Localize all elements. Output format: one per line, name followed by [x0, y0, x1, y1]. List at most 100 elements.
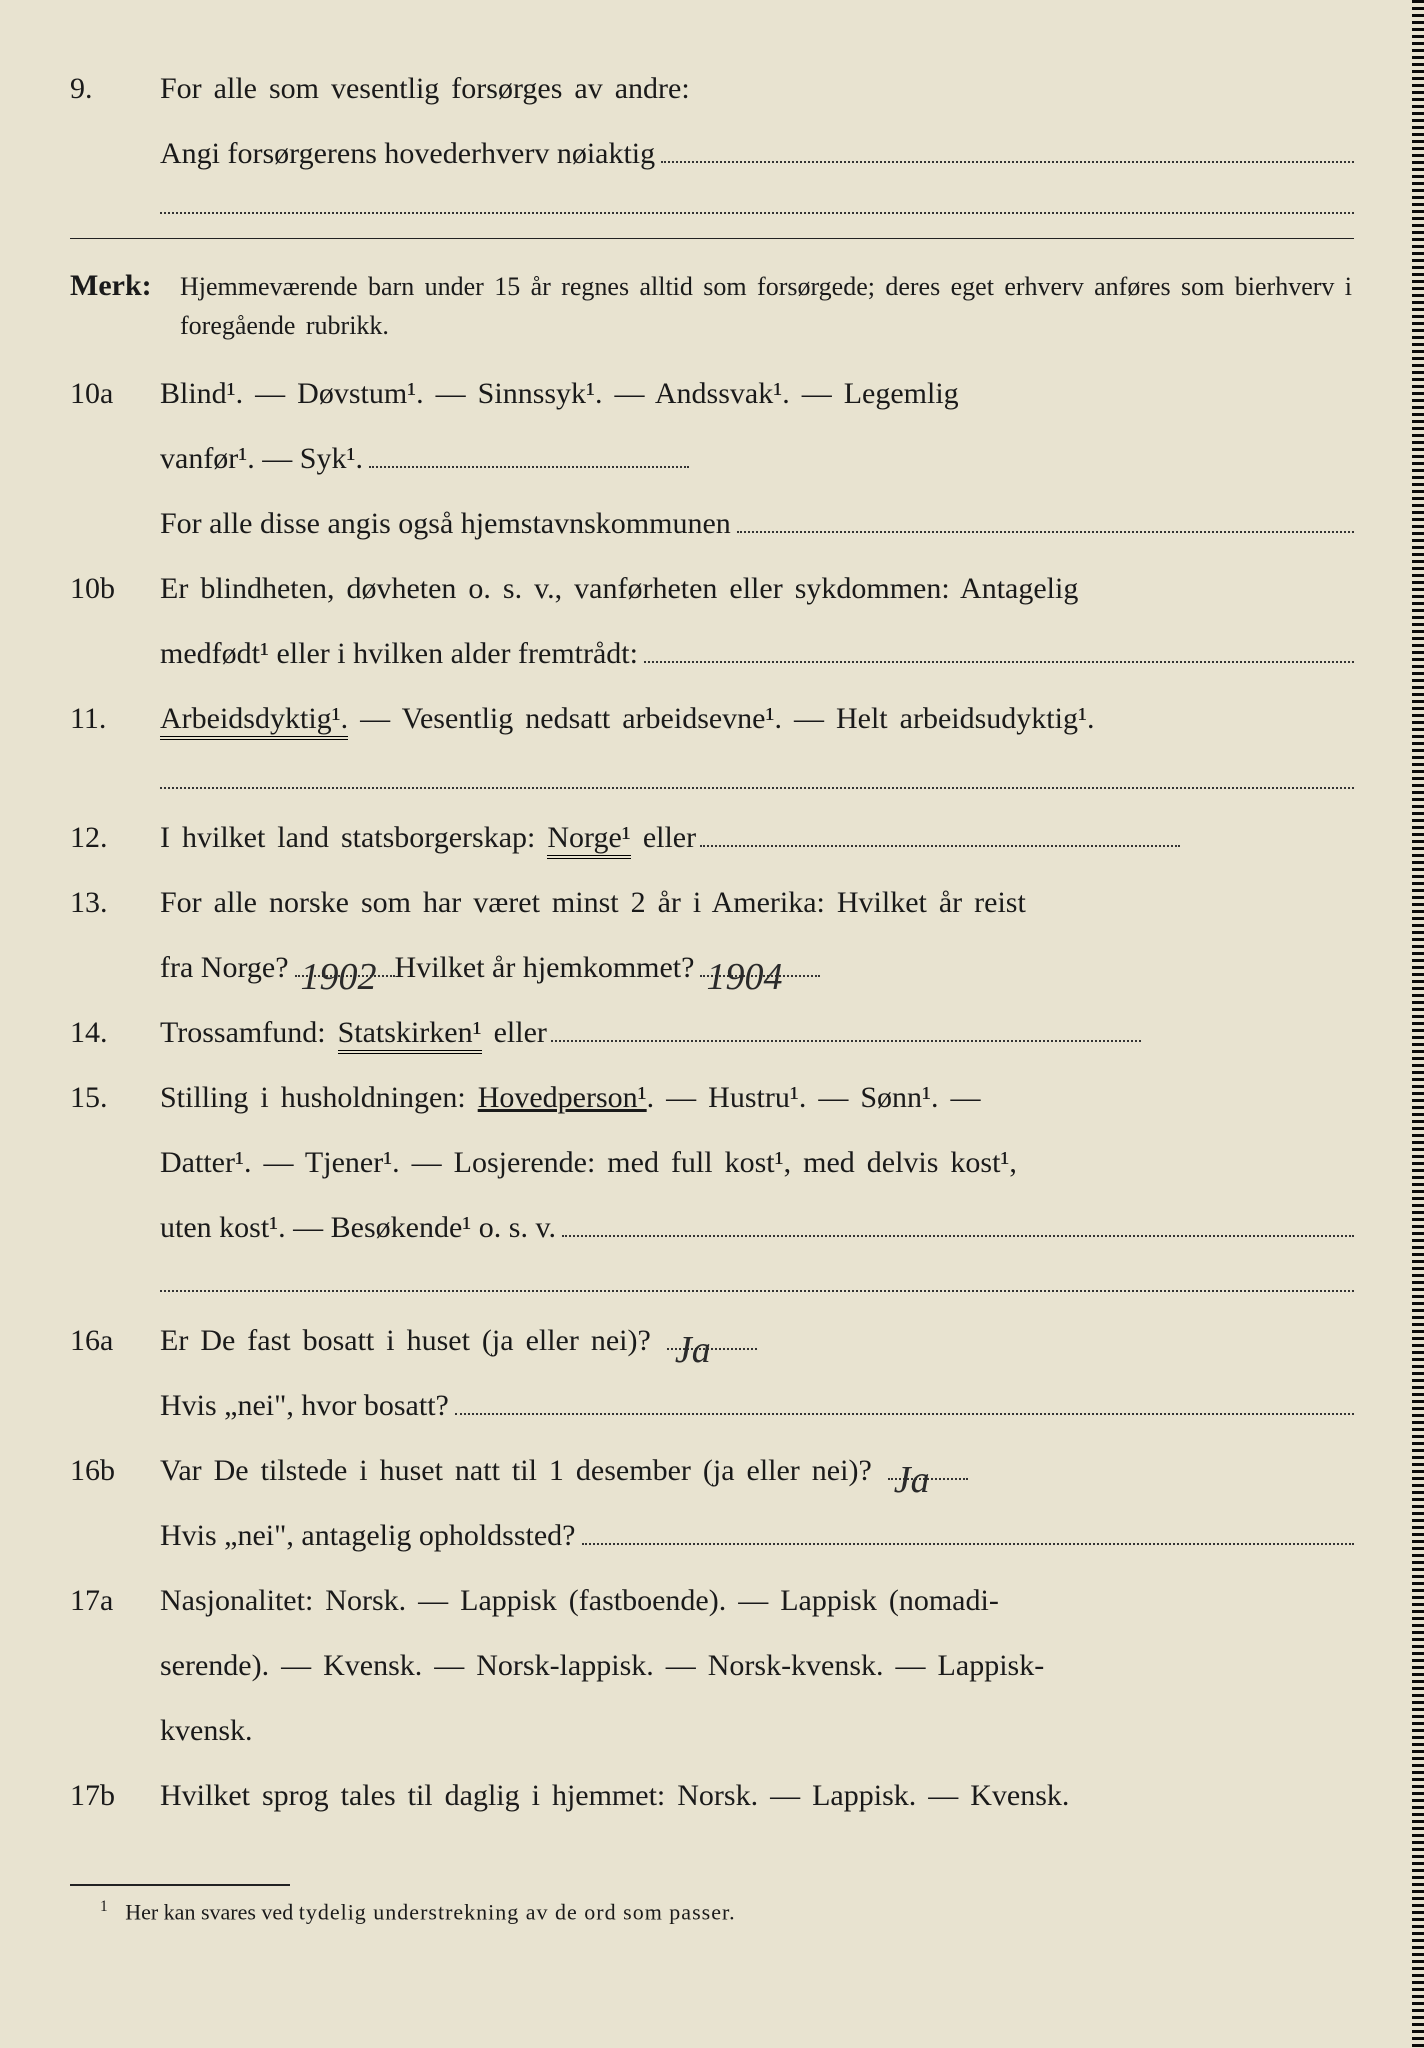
page-perforation [1412, 0, 1424, 2048]
q16a-blank1: Ja [667, 1348, 757, 1350]
q10b-line1: Er blindheten, døvheten o. s. v., vanfør… [160, 560, 1354, 617]
question-11: 11. Arbeidsdyktig¹. — Vesentlig nedsatt … [70, 690, 1354, 747]
q12-norge: Norge¹ [547, 821, 630, 859]
footnote: 1 Her kan svares ved tydelig understrekn… [70, 1898, 1354, 1925]
q13-line2b: Hvilket år hjemkommet? [395, 939, 695, 996]
q9-line2-row: Angi forsørgerens hovederhverv nøiaktig [70, 125, 1354, 182]
question-17b: 17b Hvilket sprog tales til daglig i hje… [70, 1767, 1354, 1824]
q17a-line3: kvensk. [160, 1702, 1354, 1759]
q17b-text: Hvilket sprog tales til daglig i hjemmet… [160, 1767, 1354, 1824]
q12-number: 12. [70, 809, 160, 866]
q17a-line3-row: kvensk. [70, 1702, 1354, 1759]
q14-part2: eller [482, 1016, 547, 1049]
q9-line1: For alle som vesentlig forsørges av andr… [160, 60, 1354, 117]
q13-blank1: 1902 [295, 975, 395, 977]
q16a-handwriting: Ja [675, 1314, 711, 1386]
q15-line1: Stilling i husholdningen: Hovedperson¹. … [160, 1069, 1354, 1126]
q10a-line2: vanfør¹. — Syk¹. [160, 430, 363, 487]
q12-content: I hvilket land statsborgerskap: Norge¹ e… [160, 809, 1354, 866]
q9-blank [661, 161, 1354, 163]
q14-statskirken: Statskirken¹ [338, 1016, 482, 1054]
q13-number: 13. [70, 874, 160, 931]
merk-text: Hjemmeværende barn under 15 år regnes al… [180, 267, 1354, 345]
q16a-line2: Hvis „nei", hvor bosatt? [160, 1377, 449, 1434]
footnote-divider [70, 1884, 290, 1886]
q13-line1: For alle norske som har været minst 2 år… [160, 874, 1354, 931]
q10a-line3: For alle disse angis også hjemstavnskomm… [160, 495, 731, 552]
question-12: 12. I hvilket land statsborgerskap: Norg… [70, 809, 1354, 866]
question-17a: 17a Nasjonalitet: Norsk. — Lappisk (fast… [70, 1572, 1354, 1629]
q15-line3: uten kost¹. — Besøkende¹ o. s. v. [160, 1199, 556, 1256]
q9-blank-full [160, 212, 1354, 214]
q15-blank [562, 1235, 1354, 1237]
q15-line1a: Stilling i husholdningen: [160, 1081, 478, 1114]
footnote-num: 1 [100, 1898, 108, 1915]
q16b-number: 16b [70, 1442, 160, 1499]
q10a-line3-row: For alle disse angis også hjemstavnskomm… [70, 495, 1354, 552]
q10a-blank2 [737, 531, 1354, 533]
q13-handwriting2: 1904 [706, 941, 782, 1013]
q16a-number: 16a [70, 1312, 160, 1369]
footnote-text-a: Her kan svares ved [125, 1899, 299, 1924]
q16b-blank2 [582, 1543, 1355, 1545]
q11-rest: — Vesentlig nedsatt arbeidsevne¹. — Helt… [348, 702, 1094, 735]
q16a-blank2 [455, 1413, 1354, 1415]
question-15: 15. Stilling i husholdningen: Hovedperso… [70, 1069, 1354, 1126]
q17b-number: 17b [70, 1767, 160, 1824]
q12-blank [700, 845, 1180, 847]
q10b-blank [644, 661, 1354, 663]
q10b-line2-row: medfødt¹ eller i hvilken alder fremtrådt… [70, 625, 1354, 682]
q15-line2-row: Datter¹. — Tjener¹. — Losjerende: med fu… [70, 1134, 1354, 1191]
q17a-line1: Nasjonalitet: Norsk. — Lappisk (fastboen… [160, 1572, 1354, 1629]
q17a-line2: serende). — Kvensk. — Norsk-lappisk. — N… [160, 1637, 1354, 1694]
q10a-line2-row: vanfør¹. — Syk¹. [70, 430, 1354, 487]
q14-blank [551, 1040, 1141, 1042]
q11-blank-full [160, 787, 1354, 789]
q16a-line2-row: Hvis „nei", hvor bosatt? [70, 1377, 1354, 1434]
q11-content: Arbeidsdyktig¹. — Vesentlig nedsatt arbe… [160, 690, 1354, 747]
q14-part1: Trossamfund: [160, 1016, 338, 1049]
question-10b: 10b Er blindheten, døvheten o. s. v., va… [70, 560, 1354, 617]
question-9: 9. For alle som vesentlig forsørges av a… [70, 60, 1354, 117]
q11-arbeidsdyktig: Arbeidsdyktig¹. [160, 702, 348, 740]
question-16a: 16a Er De fast bosatt i huset (ja eller … [70, 1312, 1354, 1369]
merk-note: Merk: Hjemmeværende barn under 15 år reg… [70, 257, 1354, 345]
q9-line2: Angi forsørgerens hovederhverv nøiaktig [160, 125, 655, 182]
q16b-handwriting: Ja [894, 1444, 930, 1516]
q14-number: 14. [70, 1004, 160, 1061]
q10a-line1: Blind¹. — Døvstum¹. — Sinnssyk¹. — Andss… [160, 365, 1354, 422]
q15-line2: Datter¹. — Tjener¹. — Losjerende: med fu… [160, 1134, 1354, 1191]
q15-line3-row: uten kost¹. — Besøkende¹ o. s. v. [70, 1199, 1354, 1256]
q16a-line1: Er De fast bosatt i huset (ja eller nei)… [160, 1324, 651, 1357]
q15-hovedperson: Hovedperson¹ [478, 1081, 647, 1114]
q16b-line2-row: Hvis „nei", antagelig opholdssted? [70, 1507, 1354, 1564]
q13-handwriting1: 1902 [301, 941, 377, 1013]
merk-label: Merk: [70, 257, 180, 314]
q15-blank-full [160, 1290, 1354, 1292]
question-16b: 16b Var De tilstede i huset natt til 1 d… [70, 1442, 1354, 1499]
q10b-line2: medfødt¹ eller i hvilken alder fremtrådt… [160, 625, 638, 682]
q17a-line2-row: serende). — Kvensk. — Norsk-lappisk. — N… [70, 1637, 1354, 1694]
q16b-line1: Var De tilstede i huset natt til 1 desem… [160, 1454, 872, 1487]
divider-1 [70, 238, 1354, 239]
q13-line2-row: fra Norge? 1902 Hvilket år hjemkommet? 1… [70, 939, 1354, 996]
q11-number: 11. [70, 690, 160, 747]
q16a-content: Er De fast bosatt i huset (ja eller nei)… [160, 1312, 1354, 1369]
q12-part1: I hvilket land statsborgerskap: [160, 821, 547, 854]
q10a-blank1 [369, 466, 689, 468]
q15-number: 15. [70, 1069, 160, 1126]
q15-line1b: . — Hustru¹. — Sønn¹. — [647, 1081, 981, 1114]
q16b-blank1: Ja [888, 1478, 968, 1480]
question-13: 13. For alle norske som har været minst … [70, 874, 1354, 931]
q9-number: 9. [70, 60, 160, 117]
footnote-text-b: tydelig understrekning av de ord som pas… [299, 1899, 736, 1924]
q10a-number: 10a [70, 365, 160, 422]
q16b-line2: Hvis „nei", antagelig opholdssted? [160, 1507, 576, 1564]
q17a-number: 17a [70, 1572, 160, 1629]
question-10a: 10a Blind¹. — Døvstum¹. — Sinnssyk¹. — A… [70, 365, 1354, 422]
q10b-number: 10b [70, 560, 160, 617]
q12-part2: eller [631, 821, 696, 854]
q13-line2a: fra Norge? [160, 939, 289, 996]
q13-blank2: 1904 [700, 975, 820, 977]
q16b-content: Var De tilstede i huset natt til 1 desem… [160, 1442, 1354, 1499]
